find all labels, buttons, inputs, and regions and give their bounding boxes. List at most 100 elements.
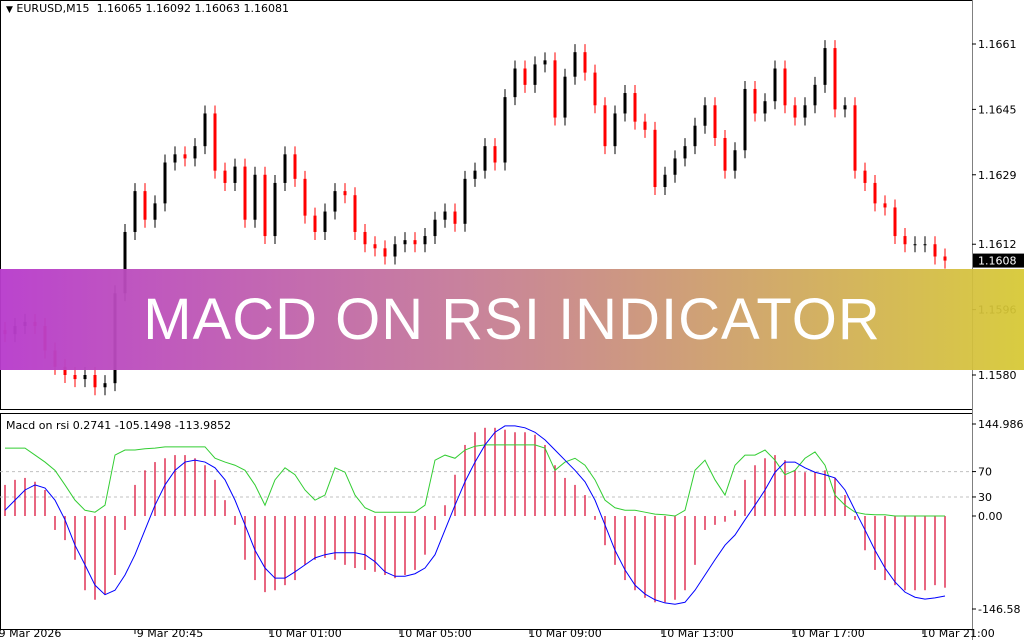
candle-body	[763, 101, 767, 114]
candle-body	[263, 174, 267, 237]
candle-body	[893, 207, 897, 237]
price-tick-label: 1.1612	[978, 238, 1017, 251]
candle-body	[293, 154, 297, 179]
price-tick-label: 1.1629	[978, 169, 1017, 182]
price-tick-label: 1.1661	[978, 38, 1017, 51]
candle-body	[363, 231, 367, 245]
ohlc-values: 1.16065 1.16092 1.16063 1.16081	[96, 2, 290, 15]
candle-body	[903, 236, 907, 245]
candle-body	[313, 215, 317, 232]
candle-body	[673, 158, 677, 175]
candle-body	[283, 154, 287, 183]
candle-body	[373, 244, 377, 249]
candle-body	[803, 105, 807, 118]
symbol-header: ▼ EURUSD,M15 1.16065 1.16092 1.16063 1.1…	[6, 2, 289, 15]
indicator-frame	[0, 413, 973, 630]
candle-body	[63, 366, 67, 375]
candle-body	[173, 154, 177, 163]
signal-line	[4, 425, 946, 605]
symbol-name: EURUSD,M15	[16, 2, 90, 15]
candle-body	[733, 150, 737, 171]
candle-body	[653, 129, 657, 188]
candle-body	[473, 170, 477, 179]
candle-body	[613, 113, 617, 147]
banner-title: MACD ON RSI INDICATOR	[143, 287, 881, 352]
candle-body	[193, 146, 197, 159]
candle-body	[223, 170, 227, 183]
candle-body	[163, 162, 167, 204]
candle-body	[413, 240, 417, 245]
indicator-tick-label: 0.00	[978, 510, 1003, 523]
indicator-tick-label: 70	[978, 466, 992, 479]
candle-body	[753, 88, 757, 114]
candle-body	[203, 113, 207, 147]
candle-body	[383, 248, 387, 257]
candle-body	[543, 60, 547, 65]
indicator-tick-label: 144.986	[978, 418, 1024, 431]
candle-body	[423, 236, 427, 245]
candle-body	[393, 244, 397, 257]
time-label: 9 Mar 2026	[0, 627, 61, 640]
candle-body	[433, 219, 437, 237]
time-label: 10 Mar 01:00	[268, 627, 341, 640]
candle-body	[403, 240, 407, 245]
candle-body	[463, 178, 467, 224]
candle-body	[873, 182, 877, 204]
candle-body	[493, 146, 497, 163]
candle-body	[253, 174, 257, 220]
candle-body	[123, 231, 127, 294]
candle-body	[573, 52, 577, 77]
candle-body	[923, 244, 927, 246]
candle-body	[533, 64, 537, 85]
indicator-title: Macd on rsi 0.2741 -105.1498 -113.9852	[6, 419, 232, 432]
candle-body	[943, 256, 947, 261]
candle-body	[843, 105, 847, 110]
candle-body	[783, 68, 787, 106]
candle-body	[303, 178, 307, 216]
time-label: 10 Mar 09:00	[528, 627, 601, 640]
candle-body	[793, 105, 797, 118]
candle-body	[563, 76, 567, 118]
candle-body	[823, 48, 827, 85]
indicator-tick-label: -146.58	[978, 603, 1020, 616]
price-tick-label: 1.1580	[978, 369, 1017, 382]
candle-body	[853, 105, 857, 171]
candle-body	[133, 191, 137, 232]
candle-body	[453, 211, 457, 224]
candle-body	[593, 72, 597, 106]
candle-body	[233, 166, 237, 183]
title-banner: MACD ON RSI INDICATOR	[0, 269, 1024, 370]
candle-body	[183, 154, 187, 159]
candle-body	[713, 105, 717, 138]
candle-body	[73, 375, 77, 380]
candle-body	[273, 182, 277, 237]
candle-body	[583, 52, 587, 73]
candle-body	[443, 211, 447, 220]
candle-body	[863, 170, 867, 183]
candle-body	[623, 93, 627, 114]
candle-body	[913, 244, 917, 246]
candle-body	[83, 375, 87, 380]
candle-body	[483, 146, 487, 171]
candle-body	[723, 137, 727, 171]
current-price-marker	[973, 253, 1024, 268]
collapse-triangle-icon[interactable]: ▼	[6, 5, 13, 15]
candle-body	[243, 166, 247, 220]
candle-body	[553, 60, 557, 118]
candle-body	[523, 68, 527, 85]
time-label: 10 Mar 13:00	[660, 627, 733, 640]
candle-body	[663, 174, 667, 188]
time-label: 10 Mar 17:00	[791, 627, 864, 640]
candle-body	[513, 68, 517, 98]
candle-body	[93, 375, 97, 388]
current-price-label: 1.1608	[978, 255, 1017, 268]
candle-body	[693, 125, 697, 147]
candle-body	[323, 211, 327, 232]
price-tick-label: 1.1645	[978, 103, 1017, 116]
candle-body	[153, 203, 157, 220]
candle-body	[343, 191, 347, 196]
candle-body	[833, 48, 837, 110]
candle-body	[933, 244, 937, 257]
candle-body	[643, 121, 647, 130]
candle-body	[143, 191, 147, 220]
